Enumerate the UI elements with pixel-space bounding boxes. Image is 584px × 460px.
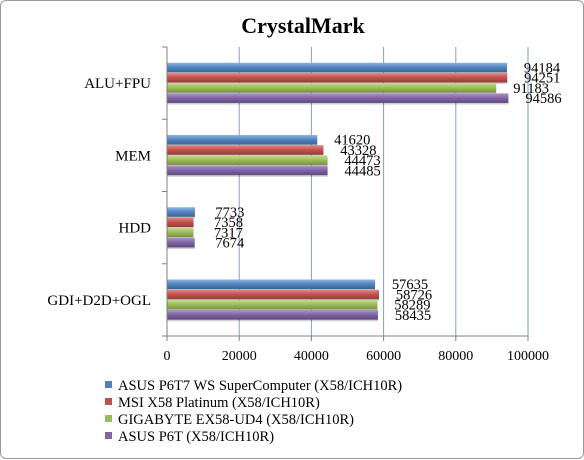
data-label: 43328 xyxy=(340,143,376,159)
category-label: HDD xyxy=(119,221,152,237)
bar xyxy=(167,83,497,93)
bar xyxy=(167,62,508,73)
data-label: 94184 xyxy=(524,60,561,76)
data-label: 94251 xyxy=(524,71,560,87)
bar xyxy=(167,165,328,176)
data-label: 94586 xyxy=(525,91,561,107)
data-label: 7358 xyxy=(214,215,243,231)
data-label: 58435 xyxy=(395,308,431,324)
bar xyxy=(167,279,376,290)
bar xyxy=(167,217,194,228)
legend-swatch xyxy=(105,415,112,422)
category-label: MEM xyxy=(115,148,151,164)
data-label: 41620 xyxy=(334,133,370,149)
data-label: 58289 xyxy=(394,298,430,314)
axis-layer: 0 20000 40000 60000 80000 100000 xyxy=(162,46,549,364)
data-label: 58726 xyxy=(396,287,432,303)
x-tick-label: 20000 xyxy=(222,349,257,364)
x-tick-label: 100000 xyxy=(507,349,549,364)
legend-swatch xyxy=(105,381,112,388)
data-label: 44485 xyxy=(344,163,380,179)
bar xyxy=(167,310,378,320)
x-tick-label: 0 xyxy=(164,349,171,364)
category-label: GDI+D2D+OGL xyxy=(47,293,151,309)
bar xyxy=(167,299,378,310)
bar xyxy=(167,145,324,155)
chart-title: CrystalMark xyxy=(241,13,365,38)
x-tick-label: 60000 xyxy=(366,349,401,364)
bar xyxy=(167,93,509,103)
bars-layer xyxy=(167,62,509,322)
bar xyxy=(167,237,195,248)
bar xyxy=(167,72,508,83)
bar xyxy=(167,207,195,217)
data-label: 57635 xyxy=(392,277,428,293)
data-label: 44473 xyxy=(344,153,380,169)
legend-label: ASUS P6T7 WS SuperComputer (X58/ICH10R) xyxy=(118,378,402,394)
x-tick-label: 80000 xyxy=(438,349,473,364)
data-label: 7733 xyxy=(215,205,244,221)
legend-label: GIGABYTE EX58-UD4 (X58/ICH10R) xyxy=(118,412,354,428)
bar xyxy=(167,227,194,238)
bar xyxy=(167,289,380,300)
bar xyxy=(167,155,328,165)
data-label: 91183 xyxy=(513,81,549,97)
legend: ASUS P6T7 WS SuperComputer (X58/ICH10R)M… xyxy=(105,378,402,445)
data-label: 7317 xyxy=(214,225,243,241)
data-label: 7674 xyxy=(215,236,245,252)
legend-swatch xyxy=(105,398,112,405)
legend-label: MSI X58 Platinum (X58/ICH10R) xyxy=(118,395,320,411)
legend-swatch xyxy=(105,432,112,439)
bar xyxy=(167,134,318,145)
category-label: ALU+FPU xyxy=(84,76,151,92)
x-tick-label: 40000 xyxy=(294,349,329,364)
legend-label: ASUS P6T (X58/ICH10R) xyxy=(118,429,274,445)
